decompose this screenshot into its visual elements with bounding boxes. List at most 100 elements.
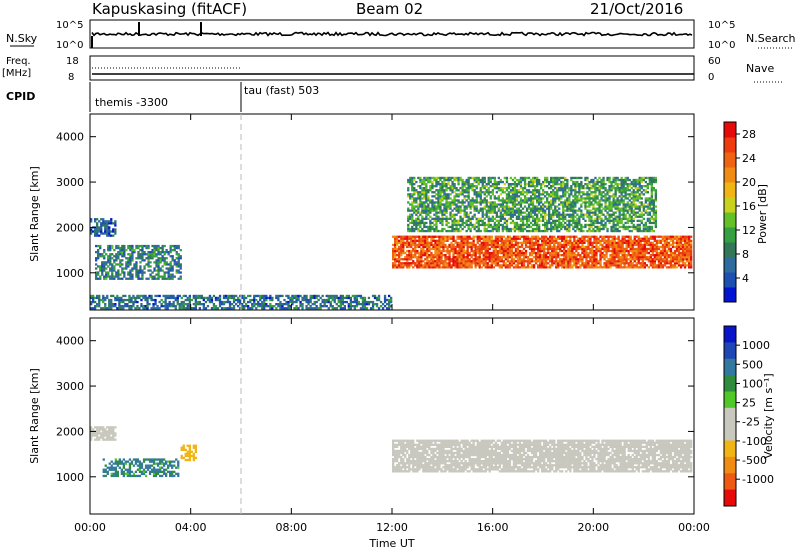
power-echo-cell — [492, 251, 495, 255]
power-echo-cell — [494, 241, 497, 244]
power-echo-cell — [597, 260, 600, 263]
power-echo-cell — [452, 235, 455, 238]
power-echo-cell — [365, 300, 369, 304]
power-echo-cell — [505, 213, 509, 216]
power-echo-cell — [516, 260, 520, 263]
power-echo-cell — [107, 259, 110, 262]
power-echo-cell — [690, 245, 693, 249]
power-echo-cell — [429, 187, 432, 190]
power-echo-cell — [489, 185, 492, 188]
power-echo-cell — [563, 264, 566, 267]
power-echo-cell — [506, 241, 510, 244]
power-echo-cell — [619, 258, 622, 261]
power-echo-cell — [575, 258, 578, 261]
power-echo-cell — [677, 237, 681, 240]
power-echo-cell — [448, 237, 451, 240]
power-echo-cell — [412, 239, 415, 242]
power-echo-cell — [431, 191, 434, 194]
power-echo-cell — [467, 205, 470, 208]
power-echo-cell — [525, 189, 529, 192]
power-echo-cell — [406, 258, 409, 261]
power-echo-cell — [586, 211, 589, 214]
power-echo-cell — [435, 189, 438, 192]
power-echo-cell — [529, 178, 533, 182]
power-echo-cell — [465, 189, 468, 192]
power-echo-cell — [617, 237, 620, 240]
power-echo-cell — [542, 191, 545, 194]
power-echo-cell — [487, 219, 490, 222]
power-echo-cell — [293, 294, 296, 298]
power-echo-cell — [435, 215, 438, 218]
power-echo-cell — [591, 247, 594, 251]
power-echo-cell — [548, 195, 551, 198]
power-echo-cell — [232, 296, 236, 300]
power-echo-cell — [313, 296, 316, 300]
power-echo-cell — [442, 254, 445, 257]
power-echo-cell — [421, 205, 424, 208]
power-echo-cell — [109, 269, 112, 272]
power-echo-cell — [453, 207, 456, 210]
power-echo-cell — [617, 235, 620, 238]
power-echo-cell — [200, 303, 203, 306]
power-echo-cell — [414, 256, 417, 259]
power-echo-cell — [479, 217, 482, 220]
power-echo-cell — [157, 251, 160, 254]
power-echo-cell — [621, 251, 624, 255]
power-echo-cell — [496, 243, 499, 247]
power-echo-cell — [617, 245, 620, 249]
power-echo-cell — [179, 255, 182, 258]
power-echo-cell — [157, 263, 160, 266]
power-echo-cell — [458, 264, 461, 267]
power-echo-cell — [451, 219, 454, 222]
power-echo-cell — [421, 178, 424, 182]
power-echo-cell — [400, 235, 403, 238]
power-echo-cell — [655, 251, 658, 255]
power-echo-cell — [464, 241, 467, 244]
power-echo-cell — [528, 243, 532, 247]
power-echo-cell — [536, 178, 539, 182]
power-echo-cell — [175, 261, 178, 264]
power-echo-cell — [562, 215, 565, 218]
power-echo-cell — [673, 249, 677, 253]
power-echo-cell — [552, 183, 555, 186]
power-echo-cell — [147, 255, 150, 258]
power-echo-cell — [509, 199, 513, 202]
power-echo-cell — [452, 239, 455, 242]
power-echo-cell — [655, 256, 658, 259]
power-echo-cell — [611, 247, 614, 251]
power-echo-cell — [516, 256, 520, 259]
power-echo-cell — [552, 180, 555, 184]
power-echo-cell — [560, 185, 563, 188]
power-echo-cell — [606, 189, 609, 192]
power-echo-cell — [101, 273, 104, 276]
power-echo-cell — [512, 258, 516, 261]
power-echo-cell — [605, 239, 608, 242]
power-echo-cell — [173, 259, 176, 262]
power-echo-cell — [563, 260, 566, 263]
power-echo-cell — [578, 187, 581, 190]
power-echo-cell — [544, 225, 547, 229]
power-echo-cell — [482, 264, 485, 267]
power-echo-cell — [413, 223, 416, 227]
power-echo-cell — [679, 237, 683, 240]
power-echo-cell — [443, 189, 446, 192]
power-echo-cell — [436, 262, 439, 265]
power-echo-cell — [427, 191, 430, 194]
power-echo-cell — [95, 244, 98, 248]
power-echo-cell — [615, 251, 618, 255]
power-echo-cell — [333, 298, 336, 302]
power-echo-cell — [153, 249, 156, 252]
power-echo-cell — [419, 221, 422, 225]
power-echo-cell — [567, 266, 570, 269]
power-echo-cell — [531, 215, 535, 218]
power-echo-cell — [423, 195, 426, 198]
power-echo-cell — [512, 245, 516, 249]
nave-label: Nave — [746, 62, 774, 75]
power-echo-cell — [560, 213, 563, 216]
power-echo-cell — [669, 262, 673, 265]
power-echo-cell — [113, 259, 116, 262]
power-echo-cell — [117, 269, 120, 272]
power-echo-cell — [629, 245, 632, 249]
power-echo-cell — [194, 300, 197, 304]
power-echo-cell — [131, 253, 134, 256]
